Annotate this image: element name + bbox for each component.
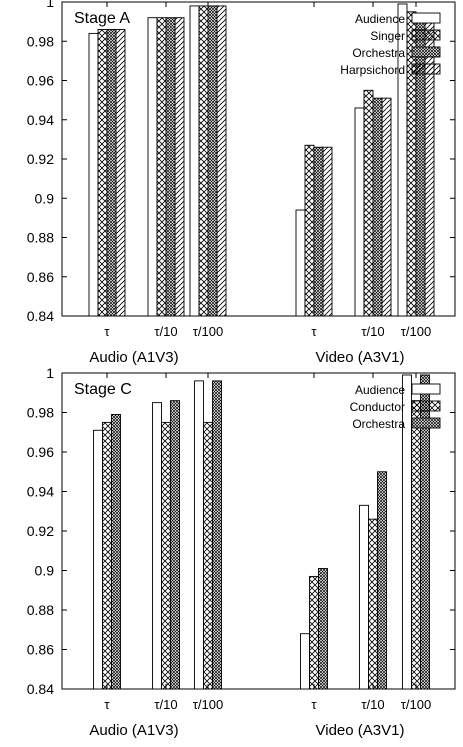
y-tick-label: 0.98 bbox=[27, 33, 54, 49]
x-tick-label: τ/10 bbox=[154, 697, 177, 712]
y-tick-label: 0.9 bbox=[35, 563, 55, 579]
x-group-label: Audio (A1V3) bbox=[89, 722, 178, 739]
bar-conductor-2 bbox=[203, 421, 213, 690]
y-tick-label: 0.84 bbox=[27, 681, 54, 697]
bar-conductor-4 bbox=[368, 518, 378, 690]
y-tick-label: 0.94 bbox=[27, 112, 54, 128]
legend-swatch bbox=[411, 63, 441, 75]
bar-audience-0 bbox=[88, 32, 99, 317]
legend-swatch bbox=[411, 29, 441, 41]
y-tick-label: 0.96 bbox=[27, 444, 54, 460]
x-tick-label: τ bbox=[104, 697, 110, 712]
bar-orchestra-2 bbox=[212, 380, 222, 690]
bar-orchestra-4 bbox=[372, 97, 383, 317]
x-group-label: Video (A3V1) bbox=[316, 349, 405, 366]
bar-conductor-3 bbox=[309, 575, 319, 690]
bar-audience-1 bbox=[147, 17, 158, 317]
legend-label: Audience bbox=[355, 12, 405, 26]
y-tick-label: 1 bbox=[46, 365, 54, 381]
chart-title: Stage A bbox=[74, 10, 130, 27]
chart-panel-stage-a: 0.84 0.86 0.88 0.9 0.92 0.94 0.96 0.98 1 τ τ/10 τ/1… bbox=[27, 0, 456, 366]
bar-singer-4 bbox=[363, 89, 374, 317]
bar-audience-4 bbox=[359, 504, 369, 690]
bar-harpsichord-3 bbox=[322, 146, 333, 317]
bar-harpsichord-0 bbox=[115, 29, 126, 317]
chart-panel-stage-c: 0.84 0.86 0.88 0.9 0.92 0.94 0.96 0.98 1 τ τ/10 τ/1… bbox=[27, 365, 456, 739]
y-tick-label: 0.92 bbox=[27, 523, 54, 539]
bar-harpsichord-2 bbox=[216, 5, 227, 317]
bar-audience-3 bbox=[300, 633, 310, 690]
bar-orchestra-1 bbox=[170, 400, 180, 690]
bar-audience-4 bbox=[354, 107, 365, 317]
legend-swatch bbox=[411, 417, 441, 429]
legend-label: Conductor bbox=[350, 400, 405, 414]
bar-orchestra-4 bbox=[377, 471, 387, 690]
legend-swatch bbox=[411, 383, 441, 395]
bar-harpsichord-5 bbox=[424, 15, 435, 317]
bar-orchestra-1 bbox=[165, 17, 176, 317]
bar-audience-1 bbox=[152, 402, 162, 690]
bar-audience-2 bbox=[189, 5, 200, 317]
x-tick-label: τ/100 bbox=[401, 697, 431, 712]
bar-singer-2 bbox=[198, 5, 209, 317]
bar-orchestra-3 bbox=[313, 146, 324, 317]
x-group-label: Video (A3V1) bbox=[316, 722, 405, 739]
x-tick-label: τ bbox=[104, 324, 110, 339]
x-tick-label: τ/10 bbox=[361, 324, 384, 339]
x-tick-label: τ/100 bbox=[193, 697, 223, 712]
legend-label: Orchestra bbox=[352, 46, 405, 60]
bar-audience-3 bbox=[295, 209, 306, 317]
x-tick-label: τ bbox=[311, 324, 317, 339]
bar-harpsichord-1 bbox=[174, 17, 185, 317]
bar-orchestra-3 bbox=[318, 568, 328, 690]
legend-label: Harpsichord bbox=[340, 63, 405, 77]
y-tick-label: 0.92 bbox=[27, 151, 54, 167]
y-tick-label: 0.9 bbox=[35, 190, 55, 206]
x-tick-label: τ bbox=[311, 697, 317, 712]
x-group-label: Audio (A1V3) bbox=[89, 349, 178, 366]
bar-conductor-5 bbox=[411, 400, 421, 690]
bar-conductor-1 bbox=[161, 421, 171, 690]
y-tick-label: 0.88 bbox=[27, 602, 54, 618]
bar-orchestra-0 bbox=[106, 29, 117, 317]
bar-audience-0 bbox=[93, 429, 103, 690]
x-tick-label: τ/10 bbox=[361, 697, 384, 712]
legend-label: Singer bbox=[370, 29, 405, 43]
y-tick-label: 0.86 bbox=[27, 269, 54, 285]
x-tick-label: τ/100 bbox=[193, 324, 223, 339]
bar-orchestra-0 bbox=[111, 414, 121, 690]
bar-orchestra-5 bbox=[420, 374, 430, 690]
x-tick-label: τ/10 bbox=[154, 324, 177, 339]
y-tick-label: 0.86 bbox=[27, 642, 54, 658]
bar-singer-0 bbox=[97, 29, 108, 317]
bar-harpsichord-4 bbox=[381, 97, 392, 317]
bar-audience-2 bbox=[194, 380, 204, 690]
y-tick-label: 0.84 bbox=[27, 308, 54, 324]
x-tick-label: τ/100 bbox=[401, 324, 431, 339]
bar-orchestra-5 bbox=[415, 15, 426, 317]
chart-title: Stage C bbox=[74, 381, 132, 398]
bar-conductor-0 bbox=[102, 421, 112, 690]
y-tick-label: 0.98 bbox=[27, 405, 54, 421]
legend-label: Audience bbox=[355, 383, 405, 397]
y-tick-label: 1 bbox=[46, 0, 54, 10]
bar-singer-1 bbox=[156, 17, 167, 317]
legend-label: Orchestra bbox=[352, 417, 405, 431]
y-tick-label: 0.94 bbox=[27, 484, 54, 500]
legend-swatch bbox=[411, 12, 441, 24]
y-tick-label: 0.96 bbox=[27, 73, 54, 89]
legend-swatch bbox=[411, 46, 441, 58]
bar-singer-3 bbox=[304, 144, 315, 317]
legend-swatch bbox=[411, 400, 441, 412]
bar-orchestra-2 bbox=[207, 5, 218, 317]
y-tick-label: 0.88 bbox=[27, 230, 54, 246]
